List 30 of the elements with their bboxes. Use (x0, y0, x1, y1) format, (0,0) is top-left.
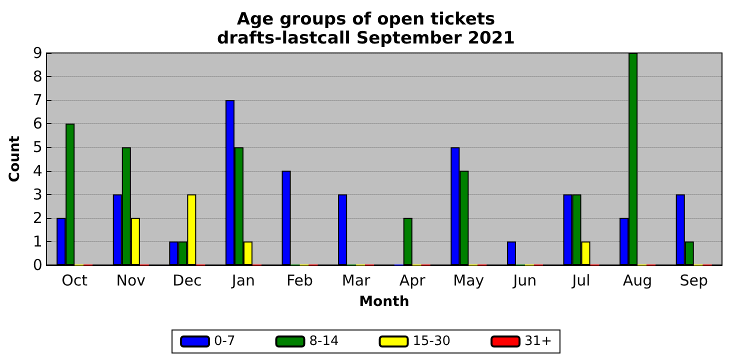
x-tick-label: Nov (116, 272, 146, 290)
x-tick-label: Jan (230, 272, 256, 290)
y-axis-title: Count (7, 135, 23, 182)
y-tick-label: 3 (32, 185, 42, 204)
y-tick-label: 4 (32, 162, 42, 180)
legend-label: 0-7 (214, 334, 236, 349)
x-axis-title: Month (359, 294, 410, 310)
legend-label: 15-30 (412, 334, 451, 349)
y-tick-label: 7 (32, 91, 42, 110)
x-tick-label: Oct (62, 272, 88, 290)
x-tick-label: Feb (286, 272, 314, 290)
y-tick-label: 2 (32, 208, 42, 227)
chart-title: Age groups of open tickets (236, 10, 496, 30)
y-tick-label: 0 (32, 256, 42, 274)
x-tick-label: May (453, 272, 484, 290)
y-tick-label: 8 (32, 68, 42, 86)
y-tick-label: 5 (32, 138, 42, 156)
x-tick-label: Aug (622, 272, 652, 290)
x-tick-label: Jun (512, 272, 537, 290)
legend-label: 8-14 (309, 334, 339, 349)
y-tick-label: 9 (32, 44, 42, 62)
chart-subtitle: drafts-lastcall September 2021 (216, 28, 516, 48)
x-tick-label: Jul (571, 272, 590, 290)
x-tick-label: Mar (342, 272, 372, 290)
y-tick-label: 1 (32, 232, 42, 250)
legend-label: 31+ (524, 334, 552, 349)
x-tick-label: Apr (399, 272, 426, 290)
y-tick-label: 6 (32, 114, 42, 133)
x-tick-label: Sep (680, 272, 708, 290)
x-tick-label: Dec (172, 272, 202, 290)
